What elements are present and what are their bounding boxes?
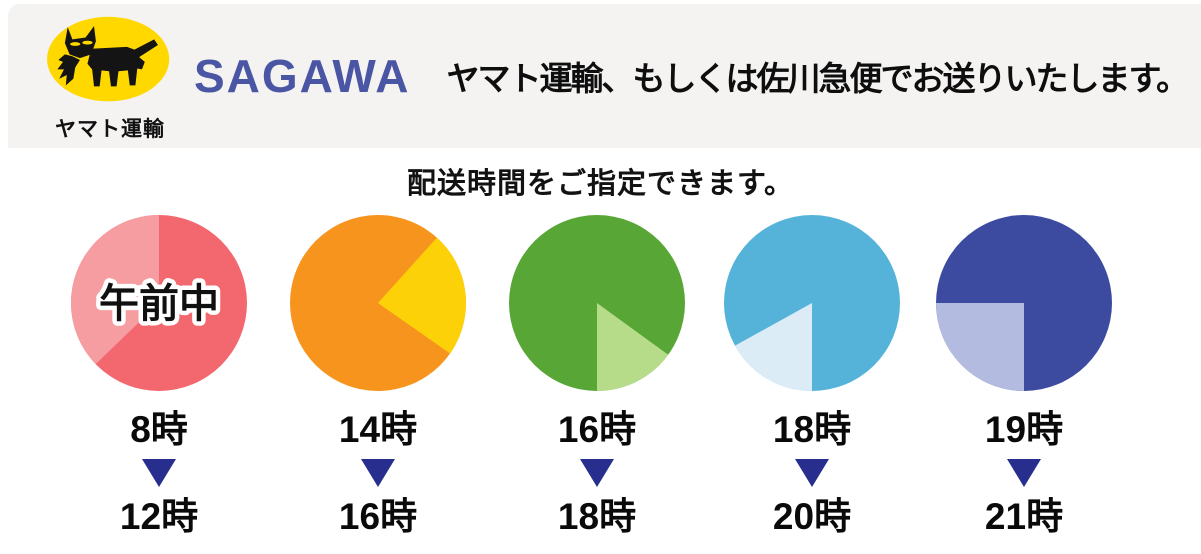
slot-start-time: 19時 — [984, 409, 1064, 450]
time-slot-labels: 8時 12時 — [120, 409, 198, 538]
delivery-time-subtitle: 配送時間をご指定できます。 — [406, 168, 795, 200]
pie-time-slice — [936, 303, 1024, 391]
time-slot-column-16-18: 16時 18時 — [487, 215, 707, 538]
sagawa-logo: SAGAWA — [194, 50, 411, 102]
header-bar: ヤマト運輸 SAGAWA ヤマト運輸、もしくは佐川急便でお送りいたします。 — [8, 4, 1201, 148]
time-slot-labels: 16時 18時 — [558, 409, 636, 538]
time-slot-labels: 19時 21時 — [985, 409, 1063, 538]
pie-time-slice — [378, 237, 466, 354]
down-arrow-icon — [361, 458, 395, 487]
pie-time-slice — [597, 303, 669, 391]
slot-start-time: 8時 — [130, 409, 188, 450]
time-slot-labels: 14時 16時 — [339, 409, 417, 538]
time-slot-pie — [509, 215, 685, 391]
slot-start-time: 16時 — [557, 409, 637, 450]
time-slot-pie — [724, 215, 900, 391]
time-slot-pie — [290, 215, 466, 391]
pie-time-slice — [735, 303, 812, 391]
time-slot-pie: 午前中 — [71, 215, 247, 391]
shipping-headline: ヤマト運輸、もしくは佐川急便でお送りいたします。 — [446, 60, 1189, 97]
slot-end-time: 18時 — [557, 495, 637, 537]
yamato-logo-label: ヤマト運輸 — [55, 118, 165, 141]
down-arrow-icon — [795, 458, 829, 487]
slot-start-time: 18時 — [772, 409, 852, 450]
pie-time-slice — [71, 215, 159, 365]
time-slot-column-18-20: 18時 20時 — [702, 215, 922, 538]
down-arrow-icon — [1007, 458, 1041, 487]
yamato-logo: ヤマト運輸 — [34, 4, 186, 143]
time-slot-column-19-21: 19時 21時 — [914, 215, 1134, 538]
slot-end-time: 12時 — [119, 495, 199, 537]
down-arrow-icon — [580, 458, 614, 487]
time-slot-column-14-16: 14時 16時 — [268, 215, 488, 538]
slot-start-time: 14時 — [338, 409, 418, 450]
time-slot-column-morning: 午前中 8時 12時 — [49, 215, 269, 538]
slot-end-time: 21時 — [984, 495, 1064, 537]
time-slot-pie — [936, 215, 1112, 391]
time-slot-labels: 18時 20時 — [773, 409, 851, 538]
slot-end-time: 16時 — [338, 495, 418, 537]
down-arrow-icon — [142, 458, 176, 487]
pie-overlay-label: 午前中 — [99, 282, 219, 326]
yamato-cat-icon — [47, 16, 170, 102]
slot-end-time: 20時 — [772, 495, 852, 537]
